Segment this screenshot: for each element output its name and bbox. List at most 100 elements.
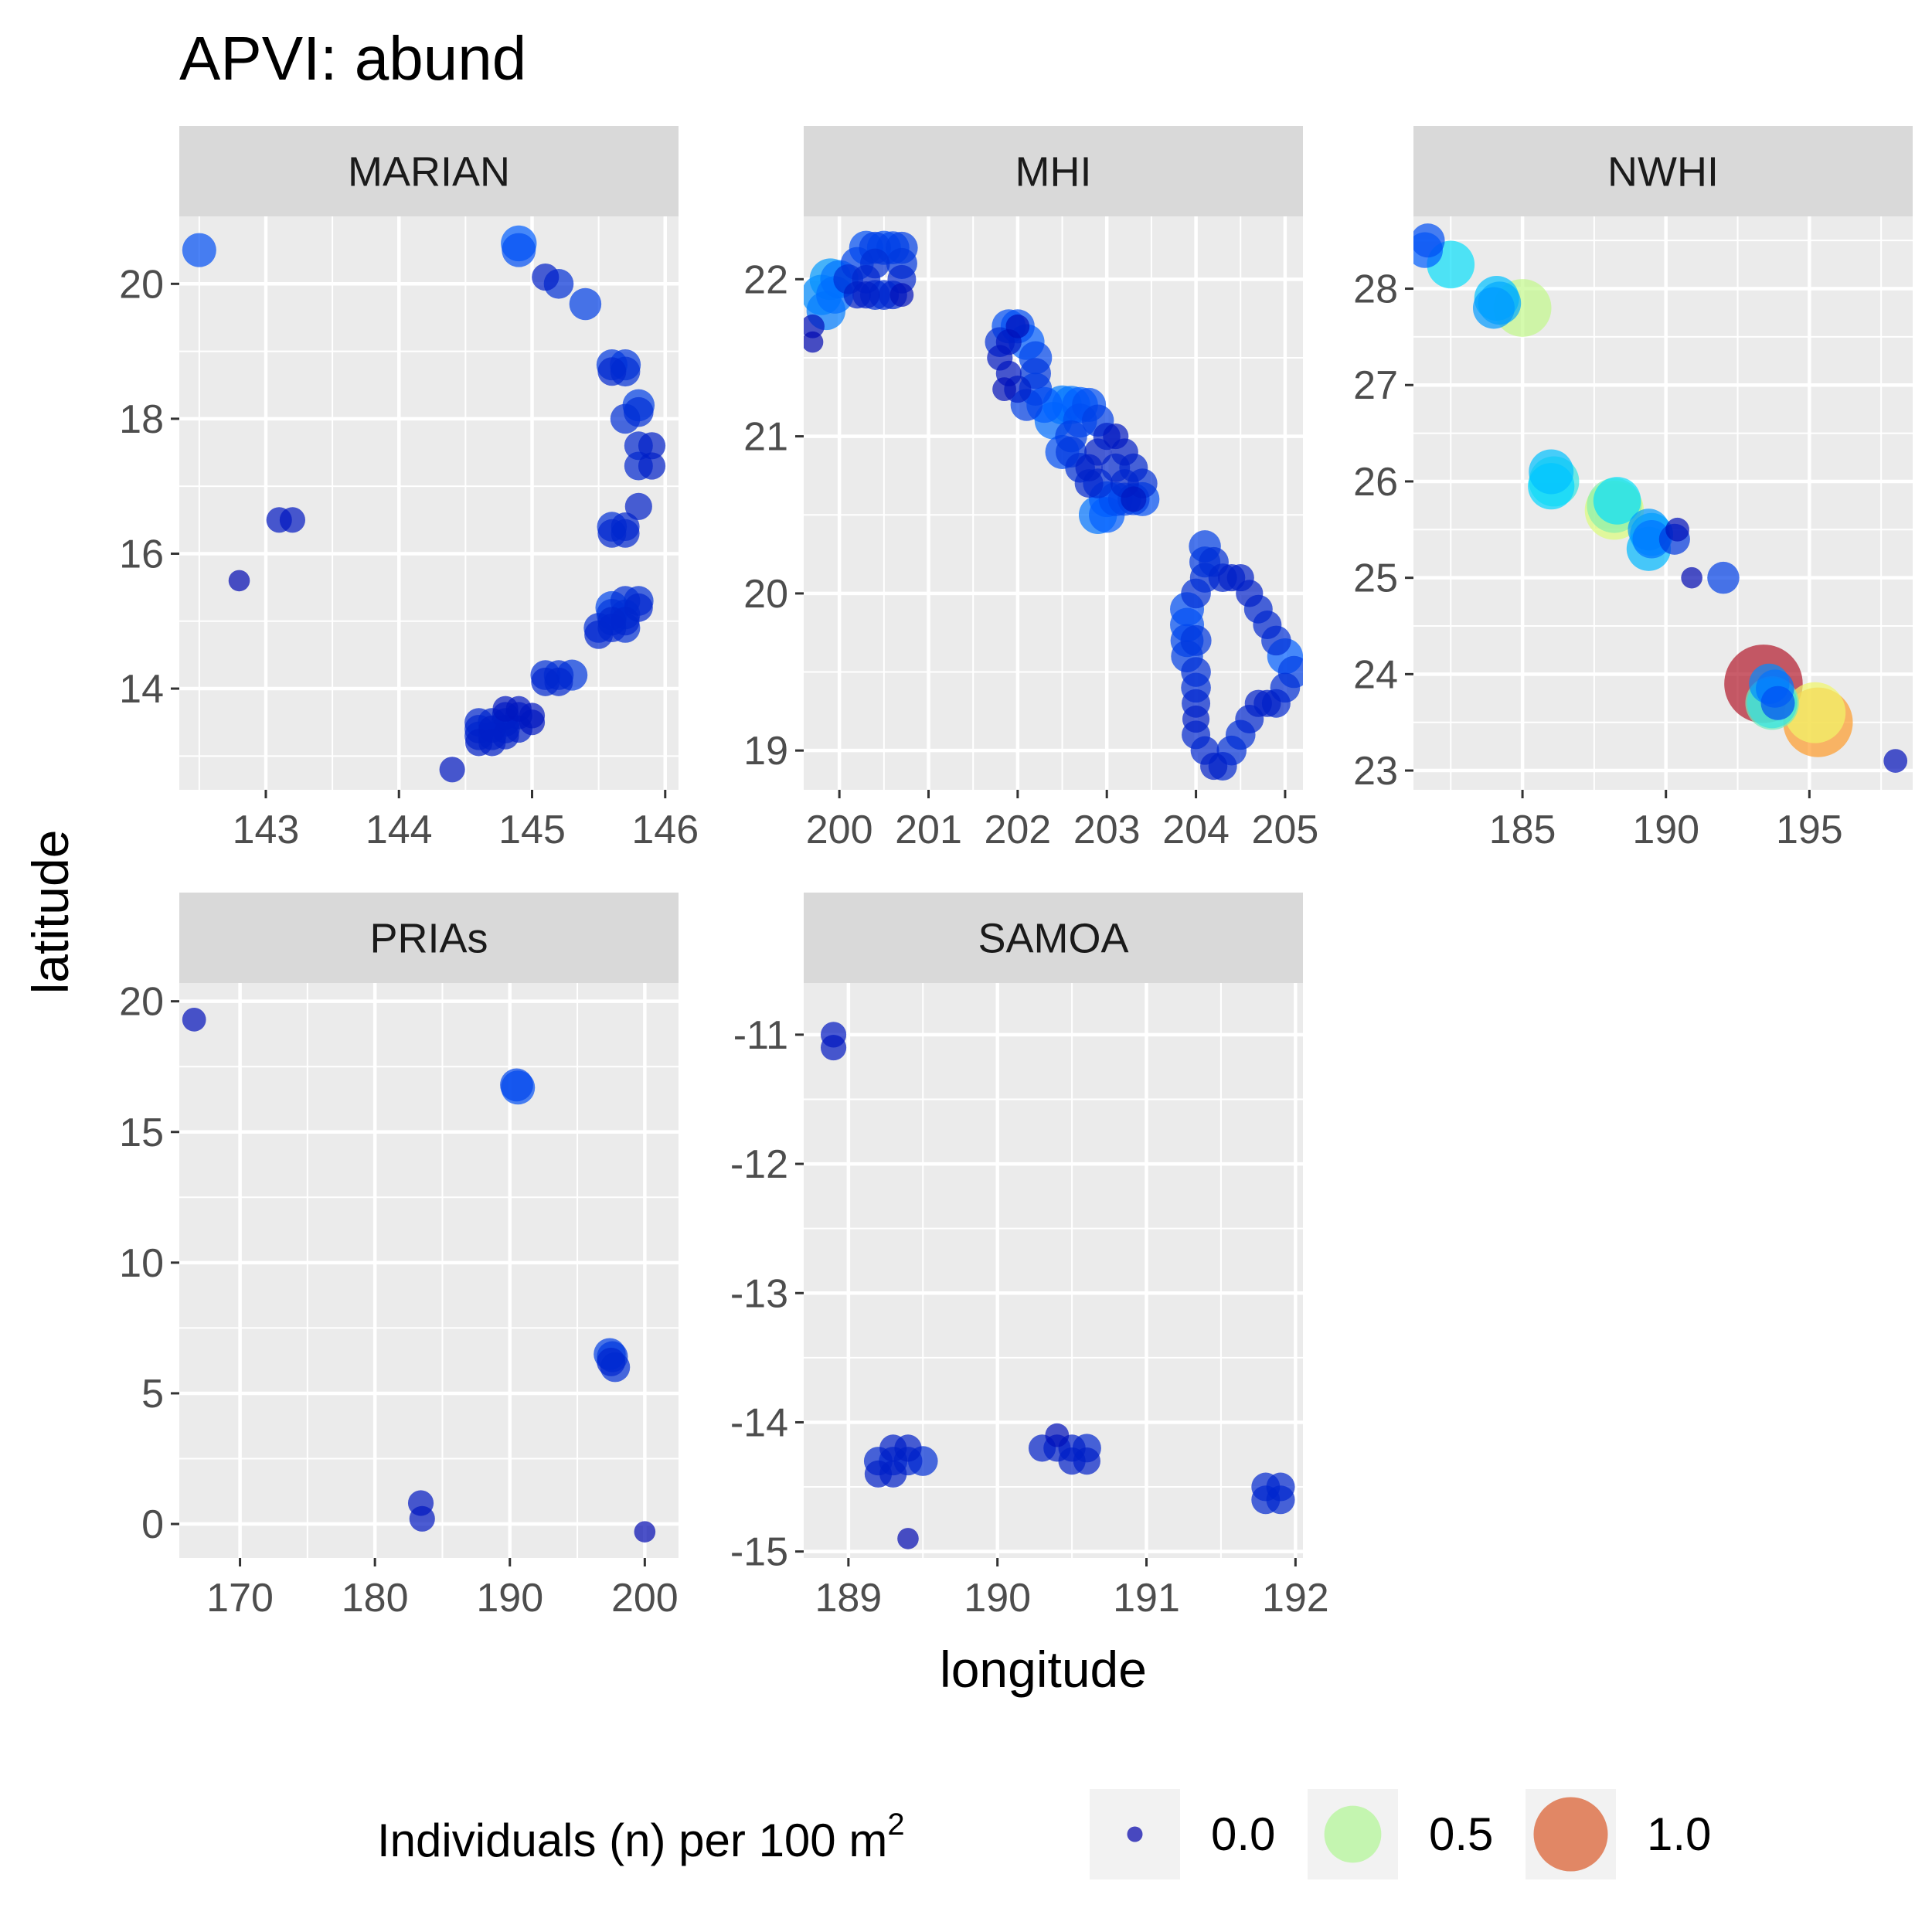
panel-background [179,983,679,1558]
axes: 143 144 145 146 14 16 18 20 [119,262,699,852]
data-point [611,607,640,636]
y-tick-label: 22 [743,257,788,302]
y-tick-label: -15 [730,1530,788,1575]
facet-strip [1413,126,1913,216]
data-point [624,492,652,520]
data-point [1681,566,1702,589]
data-point [439,757,465,783]
data-point [478,729,506,757]
y-tick-label: 20 [119,262,164,307]
data-point [1707,561,1740,594]
legend-title-main: Individuals (n) per 100 m [377,1815,887,1866]
data-point [611,519,640,548]
data-point [409,1505,435,1532]
data-point [1665,517,1689,542]
data-points [182,1007,656,1543]
data-point [610,403,641,434]
data-point [894,1434,922,1462]
facet-prias: PRIAs 170 180 190 200 0 5 10 15 20 [119,893,679,1621]
axes: 189 190 191 192 -15 -14 -13 -12 -11 [730,1013,1329,1621]
data-point [182,233,216,267]
legend-key-label: 0.0 [1211,1808,1275,1860]
data-point [1784,682,1846,743]
legend-key-symbol [1127,1826,1143,1842]
facet-strip [179,893,679,983]
y-tick-label: 26 [1353,460,1398,505]
data-point [1075,454,1103,481]
legend-keys: 0.0 0.5 1.0 [1090,1789,1711,1879]
data-point [519,709,546,736]
y-tick-label: 19 [743,729,788,774]
data-point [597,357,627,386]
data-point [279,507,306,533]
y-tick-label: 18 [119,397,164,442]
y-tick-label: -13 [730,1271,788,1316]
data-points [820,1022,1295,1549]
data-point [638,432,666,460]
x-tick-label: 144 [366,808,433,852]
x-tick-label: 143 [233,808,300,852]
data-point [1632,520,1671,559]
panel-background [804,216,1303,790]
panel-background [179,216,679,790]
data-point [1244,689,1272,717]
x-tick-label: 190 [476,1576,543,1621]
data-point [597,1347,626,1376]
legend-key-label: 0.5 [1429,1808,1493,1860]
facet-strip [804,893,1303,983]
gridlines [804,983,1303,1558]
y-tick-label: 20 [743,572,788,617]
data-points [182,225,666,783]
y-tick-label: 23 [1353,749,1398,794]
y-axis-title: latitude [22,830,79,995]
y-tick-label: 5 [141,1372,164,1417]
x-tick-label: 200 [611,1576,679,1621]
x-axis-title: longitude [940,1641,1147,1698]
facet-strip-label: MHI [1015,149,1092,196]
data-point [502,233,536,267]
legend-key-symbol [1324,1805,1382,1863]
y-tick-label: 0 [141,1502,164,1547]
axes: 185 190 195 23 24 25 26 27 28 [1353,267,1843,852]
data-point [1472,287,1515,329]
facet-nwhi: NWHI 185 190 195 23 24 25 26 27 28 [1353,126,1913,852]
legend-key-symbol [1533,1797,1608,1872]
facet-strip [179,126,679,216]
data-point [1593,477,1641,525]
axes: 170 180 190 200 0 5 10 15 20 [119,980,679,1621]
data-points [1413,223,1908,773]
facet-strip-label: PRIAs [369,916,488,962]
legend-key-0.0: 0.0 [1090,1789,1275,1879]
facet-mhi: MHI 200 201 202 203 204 205 19 20 21 22 [743,126,1318,852]
data-point [897,1528,919,1549]
data-point [228,570,250,592]
facet-strip-label: MARIAN [348,149,510,196]
x-tick-label: 200 [806,808,873,852]
data-point [1180,624,1212,656]
data-point [634,1521,656,1543]
facet-strip-label: NWHI [1607,149,1719,196]
gridlines [179,216,679,790]
data-point [500,1068,533,1102]
data-point [1760,685,1795,720]
data-point [879,1460,907,1488]
y-tick-label: 10 [119,1241,164,1286]
x-tick-label: 204 [1162,808,1230,852]
data-point [182,1007,206,1032]
data-point [1266,1485,1295,1515]
legend: Individuals (n) per 100 m2 0.0 0.5 1.0 [377,1789,1711,1879]
x-tick-label: 189 [815,1576,882,1621]
data-point [532,263,560,291]
data-points [804,230,1303,781]
x-tick-label: 145 [498,808,566,852]
facet-marian: MARIAN 143 144 145 146 14 16 18 20 [119,126,699,852]
legend-key-label: 1.0 [1647,1808,1711,1860]
x-tick-label: 192 [1262,1576,1329,1621]
y-tick-label: 27 [1353,363,1398,408]
data-point [544,667,573,696]
data-point [638,452,666,480]
x-tick-label: 190 [1632,808,1699,852]
facet-strip-label: SAMOA [978,916,1128,962]
x-tick-label: 201 [895,808,962,852]
